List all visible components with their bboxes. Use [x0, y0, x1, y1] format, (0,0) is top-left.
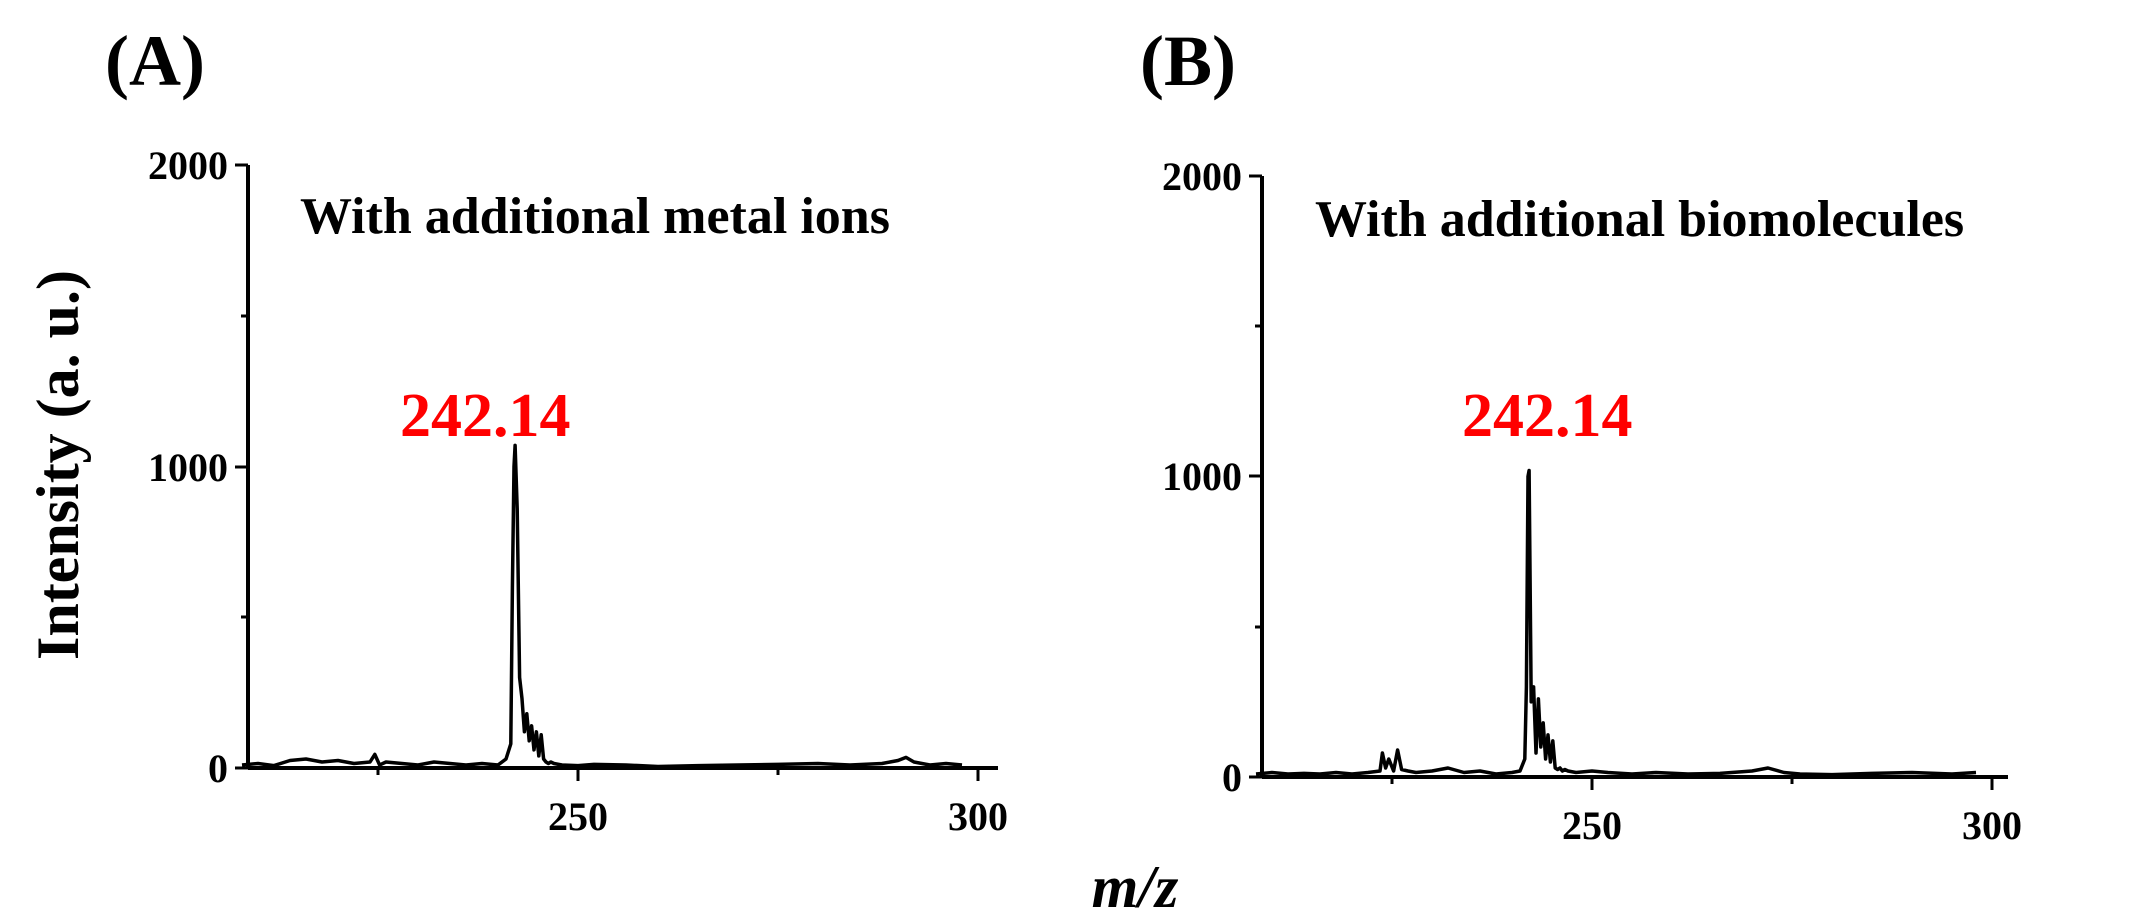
panel-b-y-tick-label: 2000 — [1162, 154, 1242, 199]
panel-a-x-tick-label: 300 — [948, 794, 1008, 839]
panel-b-spectrum-line — [1255, 468, 1977, 777]
panel-a-spectrum-line — [241, 443, 963, 769]
panel-a-letter: (A) — [105, 21, 205, 101]
panel-b-x-tick-label: 300 — [1962, 803, 2022, 848]
panel-a-y-tick-label: 2000 — [148, 143, 228, 188]
panel-a-y-tick-label: 0 — [208, 746, 228, 791]
panel-b-x-ticks — [1390, 777, 1994, 790]
panel-b-annotation: With additional biomolecules — [1315, 191, 1964, 248]
panel-b: (B) With additional biomolecules 242.14 … — [1140, 21, 2022, 848]
panel-b-y-ticks — [1249, 174, 1262, 779]
panel-a-y-tick-label: 1000 — [148, 445, 228, 490]
panel-a-x-tick-label: 250 — [548, 794, 608, 839]
panel-b-y-tick-label: 0 — [1222, 755, 1242, 800]
panel-a-peak-label: 242.14 — [400, 382, 571, 450]
panel-a-y-ticks — [235, 163, 248, 770]
panel-a-annotation: With additional metal ions — [300, 188, 890, 245]
y-axis-title: Intensity (a. u.) — [25, 270, 91, 660]
x-axis-title: m/z — [1092, 854, 1179, 920]
panel-b-y-tick-label: 1000 — [1162, 454, 1242, 499]
panel-b-letter: (B) — [1140, 21, 1236, 101]
panel-a-x-ticks — [376, 768, 980, 781]
panel-a: (A) With additional metal ions 242.14 0 … — [105, 21, 1008, 839]
panel-b-x-tick-label: 250 — [1562, 803, 1622, 848]
panel-b-peak-label: 242.14 — [1462, 382, 1633, 450]
